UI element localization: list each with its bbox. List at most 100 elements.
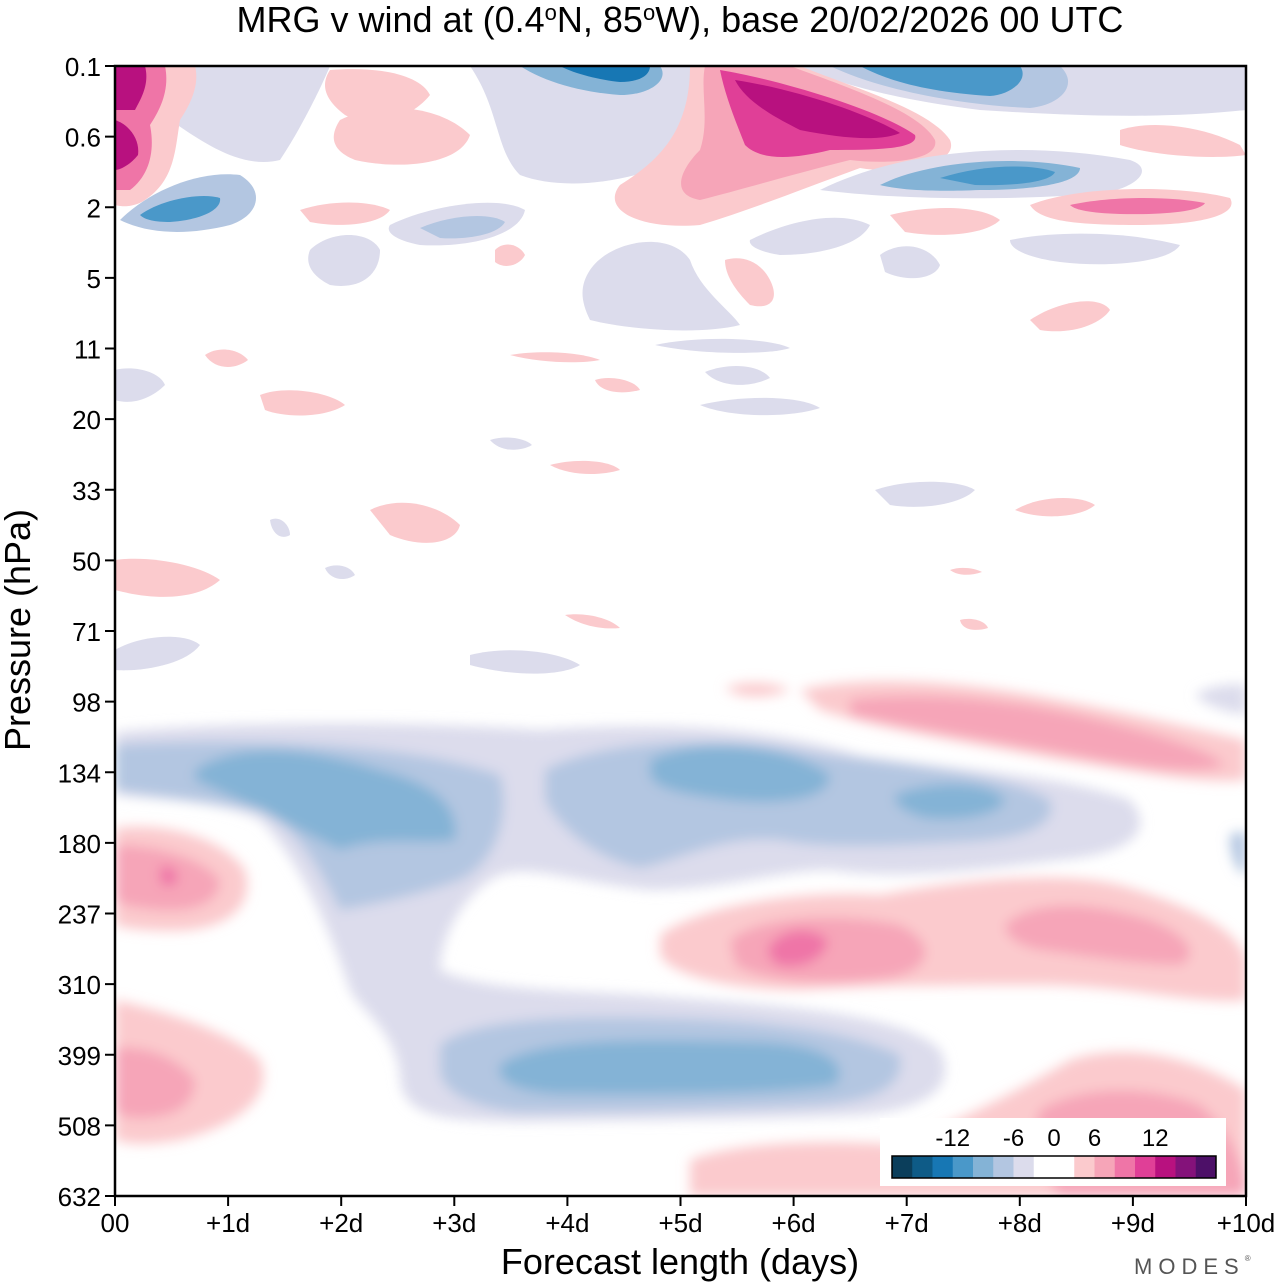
contour-fill-middle <box>115 338 1095 674</box>
patch-neg-9 <box>270 518 290 537</box>
shade-pos-right-upper-b <box>1070 197 1205 215</box>
colorbar-tick-label: 0 <box>1047 1125 1060 1152</box>
colorbar-cell <box>1155 1156 1176 1178</box>
patch-neg-5 <box>875 481 975 507</box>
shade-pos-left-edge-2 <box>115 66 147 110</box>
shade-neg-mid-low-d <box>880 246 940 279</box>
patch-neg-2 <box>655 338 790 353</box>
colorbar-cell <box>952 1156 974 1178</box>
colorbar-cell <box>993 1156 1014 1178</box>
patch-neg-8 <box>325 565 355 580</box>
patch-pos-10 <box>960 618 988 630</box>
colorbar-cell <box>1013 1156 1035 1178</box>
shade-pos-mid-low-b <box>1030 301 1110 332</box>
patch-pos-7 <box>370 502 460 543</box>
patch-pos-1 <box>205 349 248 367</box>
y-tick-label: 5 <box>87 264 101 294</box>
modes-brand-logo: MODES® <box>1134 1254 1251 1280</box>
pos-right-mid-2 <box>768 930 828 967</box>
x-tick-label: +4d <box>545 1208 589 1238</box>
shade-pos-top-right-3 <box>735 80 900 139</box>
y-tick-label: 237 <box>58 900 101 930</box>
chart-title: MRG v wind at (0.4oN, 85oW), base 20/02/… <box>237 0 1124 40</box>
patch-pos-5 <box>550 460 620 475</box>
shade-neg-upper-mid-c <box>308 235 380 286</box>
colorbar-cell <box>1033 1156 1055 1178</box>
colorbar-tick-label: -6 <box>1003 1125 1024 1152</box>
neg-core-c <box>894 784 1005 820</box>
colorbar-cell <box>1175 1156 1197 1178</box>
colorbar-tick-label: 12 <box>1142 1125 1169 1152</box>
colorbar-cell <box>1114 1156 1136 1178</box>
colorbar-cell <box>1195 1156 1217 1178</box>
y-tick-label: 50 <box>72 546 101 576</box>
y-tick-label: 632 <box>58 1182 101 1212</box>
patch-neg-1 <box>115 368 165 402</box>
colorbar-frame <box>891 1155 1217 1179</box>
pos-lower-left-2 <box>160 866 178 886</box>
shade-pos-mid-low-a <box>725 258 774 307</box>
x-tick-label: +1d <box>206 1208 250 1238</box>
x-axis: 00 +1d +2d +3d +4d +5d +6d +7d +8d +9d +10d <box>101 1196 1275 1238</box>
patch-pos-9 <box>565 614 620 629</box>
x-tick-label: +6d <box>772 1208 816 1238</box>
patch-pos-3 <box>595 378 640 393</box>
patch-pos-4 <box>510 352 600 363</box>
shade-pos-upper-mid-c <box>300 202 390 225</box>
contour-fill-upper <box>115 66 1246 332</box>
x-tick-label: +3d <box>432 1208 476 1238</box>
x-tick-label: +2d <box>319 1208 363 1238</box>
colorbar-cell <box>1074 1156 1095 1178</box>
patch-pos-2 <box>260 390 345 416</box>
neg-right-edge <box>1230 831 1246 875</box>
colorbar-cells <box>892 1156 1217 1178</box>
pos-right-mid-1b <box>1005 905 1190 965</box>
y-tick-label: 0.6 <box>65 123 101 153</box>
shade-neg-right-band-4 <box>940 166 1055 186</box>
colorbar-tick-label: -12 <box>935 1125 970 1152</box>
x-tick-label: +8d <box>998 1208 1042 1238</box>
pos-right-mid-1 <box>730 917 926 983</box>
neg-core-b <box>650 745 830 802</box>
pos-right-upper-trop-1 <box>850 696 1225 770</box>
y-axis: 0.1 0.6 2 5 11 20 33 50 71 98 134 180 237 310 399 508 63… <box>58 52 115 1212</box>
y-axis-label: Pressure (hPa) <box>0 509 38 751</box>
x-axis-label: Forecast length (days) <box>501 1241 859 1282</box>
shade-pos-mid-low-c <box>495 244 525 266</box>
patch-neg-6 <box>115 636 200 671</box>
y-tick-label: 33 <box>72 476 101 506</box>
colorbar-cell <box>932 1156 954 1178</box>
x-tick-label: 00 <box>101 1208 130 1238</box>
y-tick-label: 134 <box>58 758 101 788</box>
brand-mark: ® <box>1244 1254 1251 1263</box>
colorbar-cell <box>1094 1156 1116 1178</box>
y-tick-label: 310 <box>58 970 101 1000</box>
shade-neg-top-mid <box>470 66 711 184</box>
colorbar-cell <box>1135 1156 1156 1178</box>
shade-pos-right-upper-c <box>890 208 1000 235</box>
y-tick-label: 98 <box>72 688 101 718</box>
shade-neg-mid-low-a <box>582 241 740 331</box>
shade-neg-left-low-core <box>140 195 221 222</box>
shade-neg-mid-low-e <box>1190 87 1246 111</box>
neg-right-edge-b <box>1195 684 1246 715</box>
x-tick-label: +5d <box>658 1208 702 1238</box>
colorbar-tick-label: 6 <box>1088 1125 1101 1152</box>
y-tick-label: 2 <box>87 193 101 223</box>
shade-neg-top-band-3 <box>860 66 1023 96</box>
shade-neg-top-core-2 <box>560 66 650 82</box>
patch-neg-10 <box>490 437 532 450</box>
brand-name: MODES <box>1134 1254 1245 1279</box>
neg-core-a <box>195 750 456 850</box>
patch-pos-8 <box>115 558 220 597</box>
colorbar-cell <box>1054 1156 1075 1178</box>
plot-area <box>115 66 1246 1196</box>
colorbar: -12 -6 0 6 12 <box>880 1118 1226 1186</box>
patch-pos-11 <box>950 567 982 575</box>
y-tick-label: 71 <box>72 617 101 647</box>
colorbar-cell <box>973 1156 994 1178</box>
x-tick-label: +7d <box>885 1208 929 1238</box>
colorbar-cell <box>912 1156 933 1178</box>
pos-lower-left-b1 <box>115 1047 195 1118</box>
